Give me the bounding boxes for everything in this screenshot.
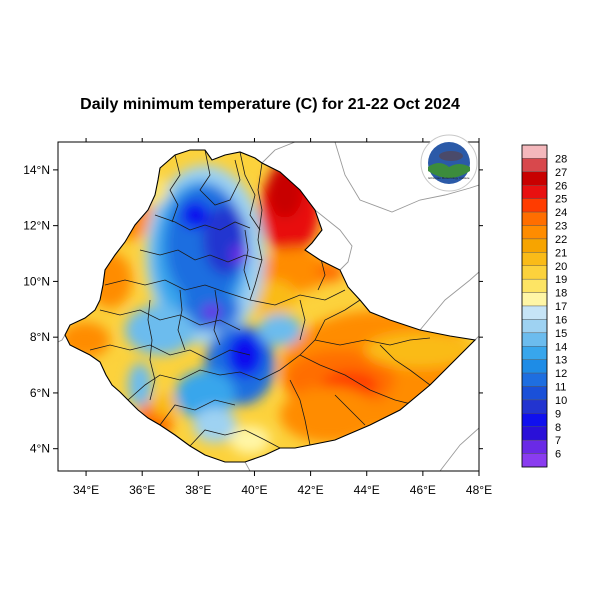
colorbar-label: 19 <box>555 274 567 286</box>
colorbar-label: 10 <box>555 395 567 407</box>
colorbar-label: 27 <box>555 167 567 179</box>
logo-caption: Ethiopian Meteorology Institute <box>428 176 470 180</box>
lat-tick-label: 12°N <box>23 219 50 233</box>
lon-tick-label: 42°E <box>298 483 324 497</box>
colorbar-swatch <box>521 372 548 387</box>
colorbar-swatch <box>521 198 548 213</box>
colorbar-swatch <box>521 319 548 334</box>
colorbar-label: 12 <box>555 368 567 380</box>
colorbar-label: 26 <box>555 180 567 192</box>
map-frame <box>57 141 480 472</box>
lon-tick-label: 38°E <box>185 483 211 497</box>
colorbar-swatch <box>521 211 548 226</box>
lon-tick-label: 36°E <box>129 483 155 497</box>
colorbar-label: 15 <box>555 328 567 340</box>
colorbar-swatch <box>521 332 548 347</box>
longitude-axis: 34°E 36°E 38°E 40°E 42°E 44°E 46°E 48°E <box>73 138 492 497</box>
colorbar-label: 18 <box>555 288 567 300</box>
colorbar-label: 28 <box>555 153 567 165</box>
colorbar-label: 20 <box>555 261 567 273</box>
colorbar-swatch <box>521 278 548 293</box>
latitude-axis: 4°N 6°N 8°N 10°N 12°N 14°N <box>23 163 483 456</box>
colorbar-label: 24 <box>555 207 567 219</box>
colorbar-label: 8 <box>555 422 561 434</box>
colorbar-swatch <box>521 185 548 199</box>
colorbar-swatch <box>521 426 548 441</box>
lon-tick-label: 44°E <box>354 483 380 497</box>
colorbar-swatch <box>521 399 548 414</box>
admin-boundaries <box>89 150 431 449</box>
colorbar-label: 7 <box>555 435 561 447</box>
colorbar-label: 22 <box>555 234 567 246</box>
map-title: Daily minimum temperature (C) for 21-22 … <box>80 96 460 113</box>
colorbar-swatch <box>521 171 548 186</box>
colorbar-swatch <box>521 238 548 253</box>
colorbar-label: 21 <box>555 247 567 259</box>
lon-tick-label: 48°E <box>466 483 492 497</box>
colorbar-label: 25 <box>555 194 567 206</box>
institute-logo: Ethiopian Meteorology Institute <box>420 134 478 192</box>
colorbar-label: 6 <box>555 449 561 461</box>
colorbar-swatch <box>521 158 548 173</box>
lat-tick-label: 14°N <box>23 163 50 177</box>
colorbar-label: 14 <box>555 341 567 353</box>
colorbar-label: 16 <box>555 314 567 326</box>
lon-tick-label: 40°E <box>241 483 267 497</box>
colorbar-swatch <box>521 413 548 427</box>
colorbar-label: 17 <box>555 301 567 313</box>
colorbar-label: 23 <box>555 221 567 233</box>
colorbar-swatch <box>521 439 548 454</box>
neighbour-boundaries <box>58 142 479 471</box>
lat-tick-label: 4°N <box>30 442 50 456</box>
lon-tick-label: 46°E <box>410 483 436 497</box>
logo-hills <box>428 163 470 178</box>
lat-tick-label: 10°N <box>23 274 50 288</box>
colorbar-swatch <box>521 386 548 401</box>
logo-cloud <box>439 151 463 161</box>
colorbar-label: 11 <box>555 382 566 394</box>
lat-tick-label: 6°N <box>30 386 50 400</box>
colorbar-swatch <box>521 252 548 266</box>
colorbar-swatch <box>521 453 548 468</box>
lon-tick-label: 34°E <box>73 483 99 497</box>
colorbar-swatch <box>521 144 548 159</box>
colorbar-swatch <box>521 346 548 360</box>
lat-tick-label: 8°N <box>30 330 50 344</box>
colorbar-border <box>521 144 548 468</box>
colorbar-swatch <box>521 265 548 280</box>
colorbar-label: 13 <box>555 355 567 367</box>
colorbar-swatch <box>521 225 548 240</box>
colorbar-swatch <box>521 292 548 307</box>
colorbar-label: 9 <box>555 408 561 420</box>
colorbar-swatch <box>521 359 548 374</box>
colorbar-swatch <box>521 305 548 320</box>
